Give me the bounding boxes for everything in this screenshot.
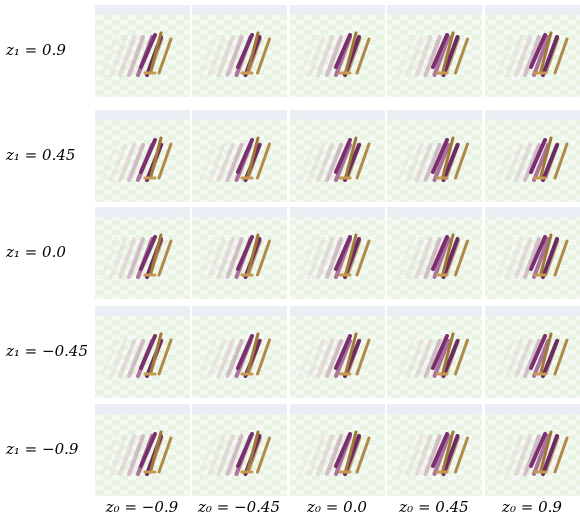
sky [290,110,385,120]
frame-image [485,207,580,299]
sky [95,404,190,414]
frame-image [387,207,482,299]
frame-image [387,5,482,97]
image-grid [0,0,580,500]
frame-image [95,207,190,299]
frame-image [387,306,482,398]
frame-image [192,306,287,398]
sky [290,306,385,316]
sky [290,404,385,414]
column-label: z₀ = 0.45 [385,498,483,516]
frame-image [95,404,190,496]
frame-image [485,404,580,496]
row-label: z₁ = 0.45 [6,146,75,164]
sky [192,110,287,120]
frame-image [485,5,580,97]
frame-image [95,110,190,202]
sky [192,306,287,316]
sky [95,207,190,217]
frame-image [387,110,482,202]
sky [192,207,287,217]
frame-image [192,404,287,496]
frame-image [192,207,287,299]
sky [192,5,287,15]
frame-image [387,404,482,496]
sky [387,306,482,316]
column-label: z₀ = −0.9 [93,498,191,516]
sky [485,110,580,120]
column-label: z₀ = 0.9 [483,498,580,516]
frame-image [192,5,287,97]
frame-image [290,207,385,299]
sky [95,306,190,316]
row-label: z₁ = −0.45 [6,342,88,360]
figure: z₁ = 0.9 z₁ = 0.45 z₁ = 0.0 z₁ = −0.45 z₁ = … [0,0,580,520]
sky [387,404,482,414]
sky [387,207,482,217]
column-label: z₀ = 0.0 [288,498,386,516]
frame-image [485,110,580,202]
row-label: z₁ = 0.0 [6,243,66,261]
frame-image [290,404,385,496]
sky [290,5,385,15]
frame-image [290,5,385,97]
frame-image [95,5,190,97]
sky [485,5,580,15]
column-label: z₀ = −0.45 [190,498,288,516]
frame-image [290,306,385,398]
row-label: z₁ = −0.9 [6,440,78,458]
sky [192,404,287,414]
floor [95,306,190,398]
sky [290,207,385,217]
sky [95,110,190,120]
sky [387,5,482,15]
row-label: z₁ = 0.9 [6,41,66,59]
frame-image [485,306,580,398]
sky [485,207,580,217]
sky [485,404,580,414]
sky [95,5,190,15]
floor [95,110,190,202]
frame-image [192,110,287,202]
sky [485,306,580,316]
frame-image [290,110,385,202]
frame-image [95,306,190,398]
sky [387,110,482,120]
